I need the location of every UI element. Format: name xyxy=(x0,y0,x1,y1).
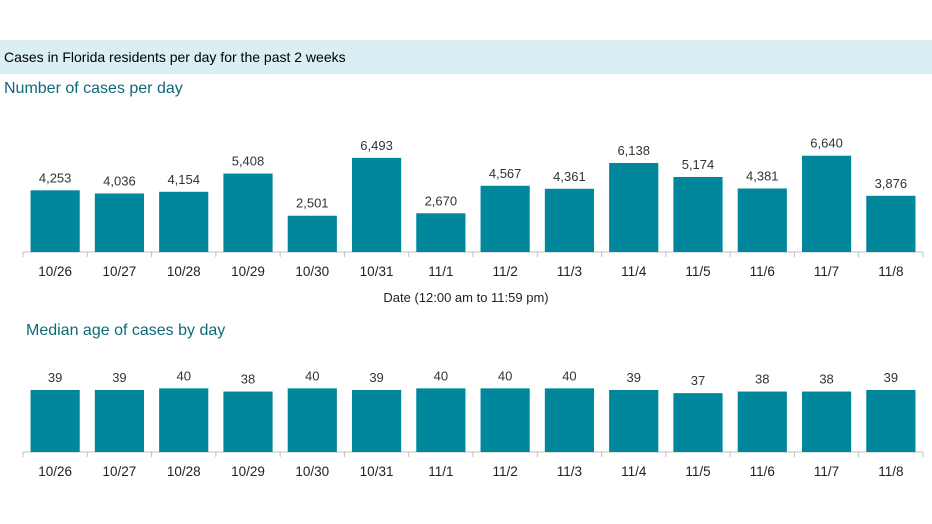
bar xyxy=(480,388,530,452)
chart-banner: Cases in Florida residents per day for t… xyxy=(0,40,932,74)
data-label: 5,174 xyxy=(682,157,715,172)
bar xyxy=(737,391,787,452)
bar xyxy=(416,388,466,452)
x-tick-label: 10/28 xyxy=(167,264,201,279)
data-label: 4,381 xyxy=(746,168,779,183)
x-tick-label: 11/2 xyxy=(493,464,518,479)
bar xyxy=(544,388,595,452)
data-label: 4,253 xyxy=(39,170,72,185)
x-tick-label: 11/7 xyxy=(814,264,839,279)
data-label: 38 xyxy=(819,372,833,387)
data-label: 40 xyxy=(498,368,512,383)
x-tick-label: 11/8 xyxy=(878,464,903,479)
data-label: 39 xyxy=(48,370,62,385)
bar xyxy=(30,190,80,252)
x-tick-label: 11/2 xyxy=(493,264,518,279)
data-label: 39 xyxy=(369,370,383,385)
data-label: 2,670 xyxy=(425,193,458,208)
bar xyxy=(159,388,209,452)
x-tick-label: 11/7 xyxy=(814,464,839,479)
bar xyxy=(673,176,723,252)
x-tick-label: 11/1 xyxy=(428,264,453,279)
data-label: 38 xyxy=(241,372,255,387)
bar xyxy=(287,215,337,252)
x-tick-label: 10/30 xyxy=(295,464,329,479)
data-label: 4,154 xyxy=(167,172,200,187)
bar xyxy=(480,185,530,252)
bar xyxy=(673,393,723,452)
bar xyxy=(609,389,659,452)
cases-per-day-chart: 4,253 10/26 4,036 10/27 4,154 10/28 5,408 10/29… xyxy=(22,136,924,279)
x-tick-label: 10/27 xyxy=(103,264,137,279)
data-label: 4,361 xyxy=(553,169,586,184)
x-tick-label: 10/26 xyxy=(38,264,72,279)
data-label: 2,501 xyxy=(296,196,329,211)
x-tick-label: 11/6 xyxy=(750,464,775,479)
x-tick-label: 10/30 xyxy=(295,264,329,279)
x-tick-label: 11/6 xyxy=(750,264,775,279)
x-tick-label: 10/27 xyxy=(103,464,137,479)
bar xyxy=(30,389,80,452)
cases-chart-title: Number of cases per day xyxy=(4,80,183,97)
bar xyxy=(351,157,402,252)
data-label: 6,640 xyxy=(810,136,843,151)
bar xyxy=(223,173,273,252)
x-tick-label: 10/31 xyxy=(360,264,394,279)
x-tick-label: 10/26 xyxy=(38,464,72,479)
x-tick-label: 10/29 xyxy=(231,264,265,279)
data-label: 40 xyxy=(434,368,448,383)
bar xyxy=(416,213,466,252)
bar xyxy=(94,193,145,252)
x-tick-label: 11/3 xyxy=(557,264,582,279)
bar xyxy=(866,389,916,452)
x-tick-label: 11/8 xyxy=(878,264,903,279)
x-tick-label: 10/29 xyxy=(231,464,265,479)
bar xyxy=(866,195,916,252)
x-tick-label: 10/31 xyxy=(360,464,394,479)
x-tick-label: 11/5 xyxy=(685,264,710,279)
bar xyxy=(351,389,402,452)
data-label: 40 xyxy=(176,368,190,383)
data-label: 40 xyxy=(562,368,576,383)
data-label: 4,036 xyxy=(103,173,136,188)
median-age-chart-title: Median age of cases by day xyxy=(26,322,226,339)
data-label: 37 xyxy=(691,373,705,388)
x-tick-label: 11/4 xyxy=(621,264,647,279)
data-label: 39 xyxy=(884,370,898,385)
bar xyxy=(94,389,145,452)
cases-chart-xlabel: Date (12:00 am to 11:59 pm) xyxy=(383,290,549,305)
data-label: 5,408 xyxy=(232,154,265,169)
bar xyxy=(801,391,852,452)
data-label: 6,138 xyxy=(617,143,650,158)
banner-title: Cases in Florida residents per day for t… xyxy=(4,49,346,65)
data-label: 39 xyxy=(626,370,640,385)
bar xyxy=(544,188,595,252)
x-tick-label: 10/28 xyxy=(167,464,201,479)
data-label: 3,876 xyxy=(875,176,908,191)
x-tick-label: 11/5 xyxy=(685,464,710,479)
x-tick-label: 11/3 xyxy=(557,464,582,479)
data-label: 6,493 xyxy=(360,138,393,153)
bar xyxy=(223,391,273,452)
x-tick-label: 11/1 xyxy=(428,464,453,479)
bar xyxy=(609,162,659,252)
data-label: 4,567 xyxy=(489,166,522,181)
data-label: 40 xyxy=(305,368,319,383)
x-tick-label: 11/4 xyxy=(621,464,647,479)
median-age-chart: 39 10/26 39 10/27 40 10/28 38 10/29 40 10/30 39 10/… xyxy=(22,368,924,479)
data-label: 39 xyxy=(112,370,126,385)
bar xyxy=(737,188,787,252)
data-label: 38 xyxy=(755,372,769,387)
bar xyxy=(801,155,852,252)
bar xyxy=(287,388,337,452)
bar xyxy=(159,191,209,252)
